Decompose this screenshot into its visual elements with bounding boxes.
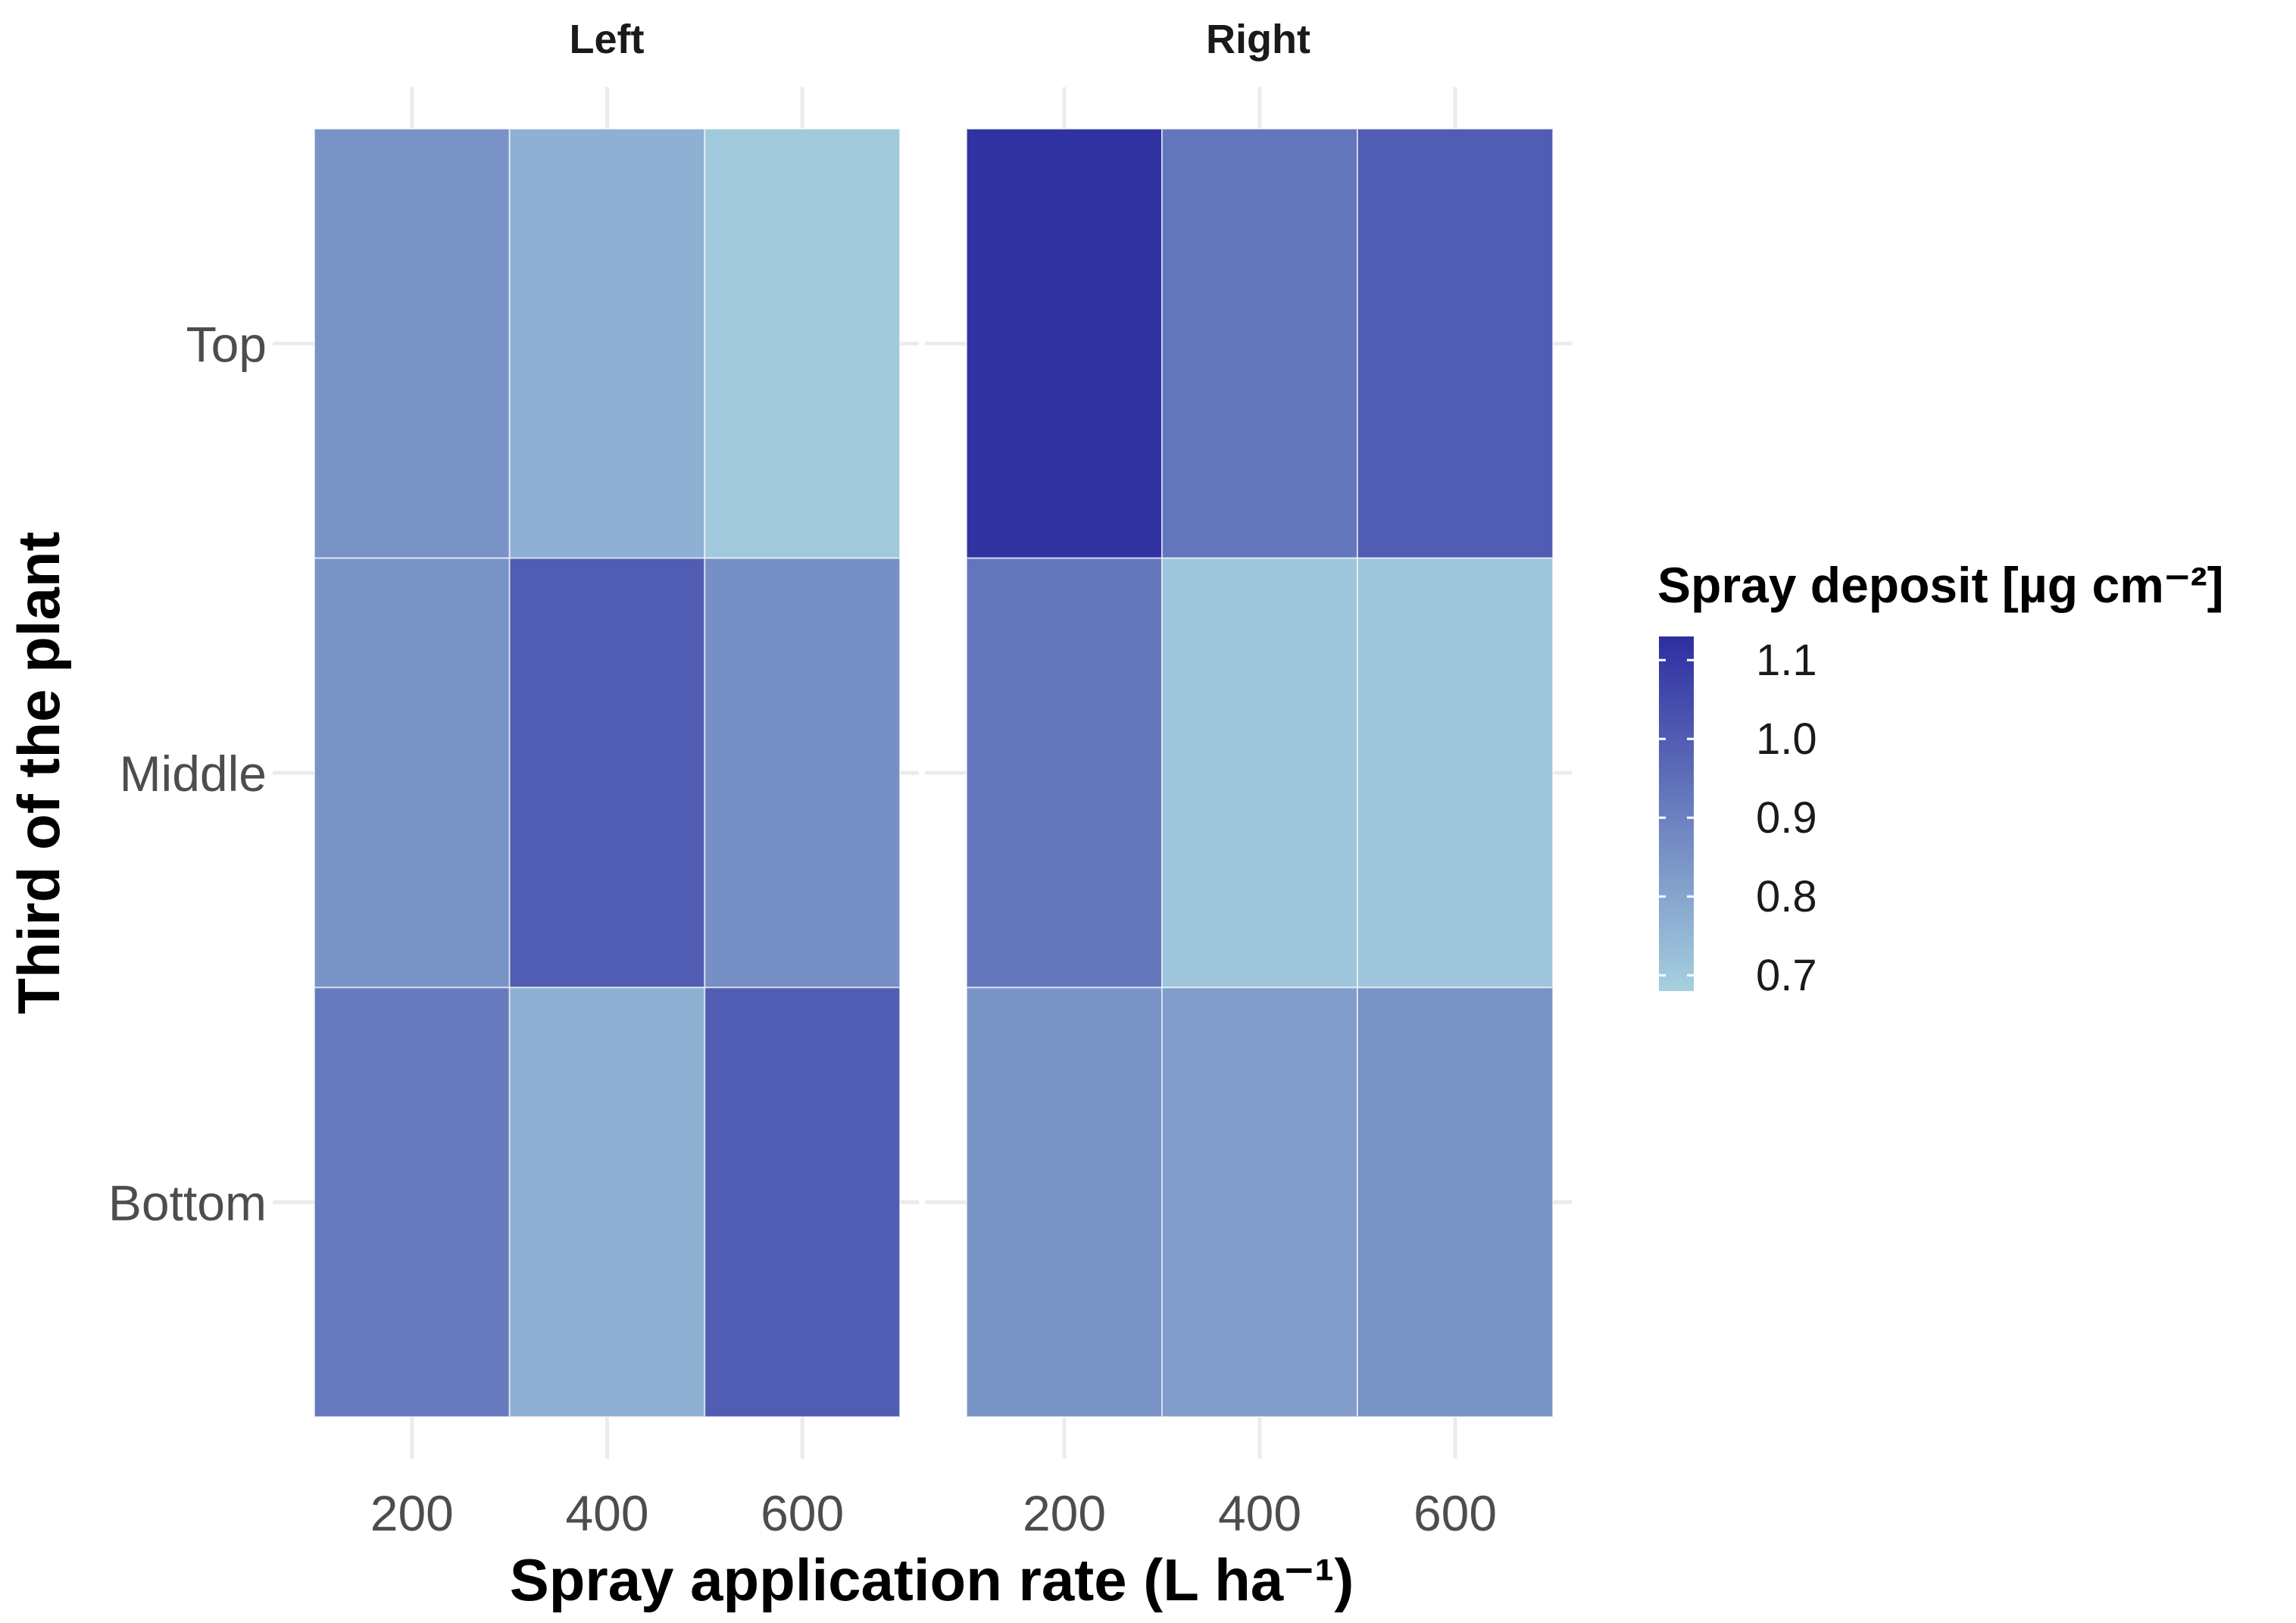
y-axis-title: Third of the plant [5,532,72,1015]
legend-colorbar [1659,636,1694,991]
heatmap-cell [1357,557,1554,989]
legend-ticks: 1.1 1.0 0.9 0.8 0.7 [1659,636,1817,1000]
heatmap-cell [1161,557,1358,989]
heatmap-cell [966,987,1163,1418]
heatmap-cell [508,128,706,559]
heatmap-cell [1357,987,1554,1418]
x-axis-title: Spray application rate (L ha⁻¹) [510,1546,1354,1613]
heatmap-cell [704,987,901,1418]
heatmap-cell [966,128,1163,559]
x-tick-label: 200 [370,1485,454,1541]
facet-strips: Left Right [570,17,1310,62]
heatmap-cell [1357,128,1554,559]
legend-tick-label: 1.1 [1756,636,1817,685]
x-tick-label: 400 [565,1485,648,1541]
x-tick-label: 200 [1023,1485,1106,1541]
x-axis-ticks: 200 400 600 200 400 600 [370,1485,1497,1541]
facet-strip-right: Right [1206,17,1310,62]
legend-tick-label: 0.9 [1756,793,1817,843]
heatmap-cell [508,987,706,1418]
legend-tick-label: 0.7 [1756,951,1817,1000]
y-tick-label: Top [186,316,267,372]
x-tick-label: 400 [1218,1485,1301,1541]
heatmap-cells [314,128,1554,1418]
legend-tick-label: 0.8 [1756,872,1817,921]
facet-strip-left: Left [570,17,645,62]
y-tick-label: Bottom [108,1175,267,1231]
legend: Spray deposit [µg cm⁻²] 1.1 1.0 0.9 0.8 0.7 [1657,557,2224,1000]
heatmap-cell [704,128,901,559]
y-tick-label: Middle [120,746,267,802]
heatmap-cell [1161,987,1358,1418]
legend-tick-label: 1.0 [1756,715,1817,764]
y-axis-ticks: Top Middle Bottom [108,316,267,1231]
heatmap-cell [314,987,511,1418]
grid-lines [273,87,1572,1459]
heatmap-cell [704,557,901,989]
x-tick-label: 600 [761,1485,844,1541]
heatmap-cell [314,557,511,989]
heatmap-cell [314,128,511,559]
legend-title: Spray deposit [µg cm⁻²] [1657,557,2224,613]
x-tick-label: 600 [1414,1485,1497,1541]
heatmap-cell [508,557,706,989]
heatmap-cell [1161,128,1358,559]
heatmap-cell [966,557,1163,989]
